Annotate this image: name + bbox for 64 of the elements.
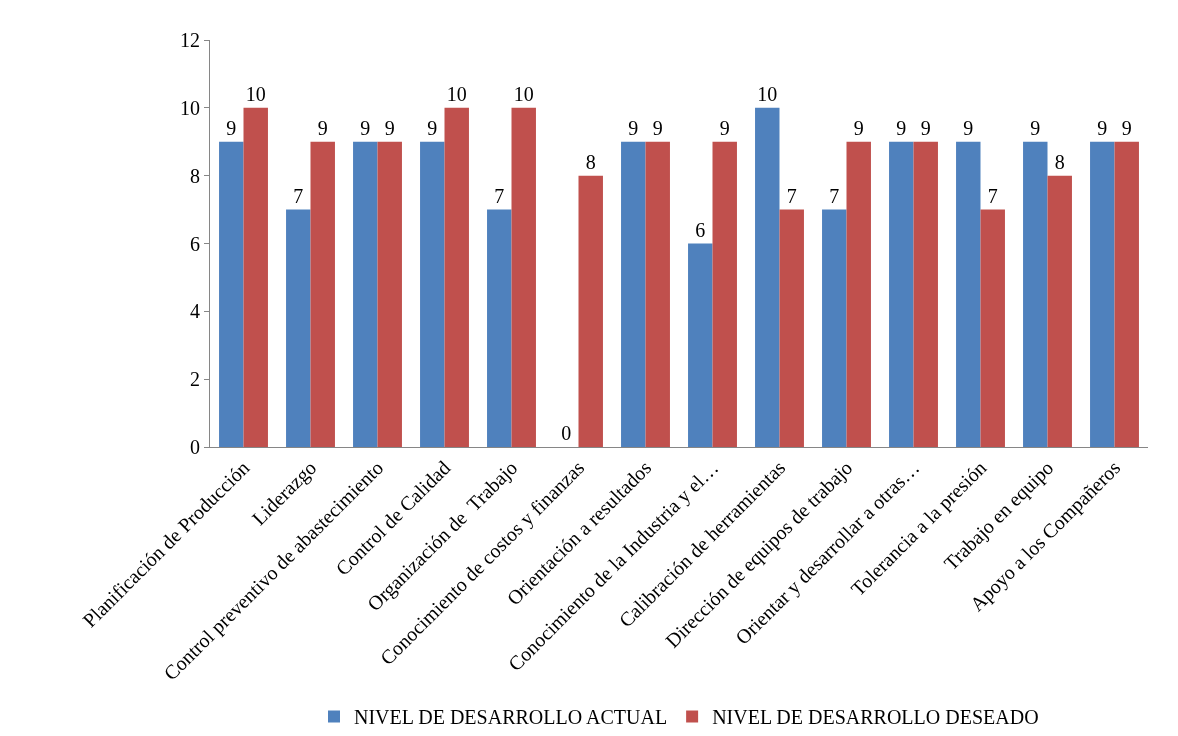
data-label: 7 xyxy=(987,184,998,207)
bar xyxy=(980,209,1005,447)
data-label: 7 xyxy=(829,184,840,207)
bar xyxy=(511,107,536,447)
data-label: 0 xyxy=(561,422,572,444)
data-label: 9 xyxy=(360,116,371,139)
y-tick-label: 4 xyxy=(190,300,200,323)
legend-label: NIVEL DE DESARROLLO ACTUAL xyxy=(354,706,668,729)
data-label: 10 xyxy=(513,82,534,105)
bar xyxy=(1047,175,1072,447)
y-tick-label: 8 xyxy=(190,164,200,187)
bar xyxy=(377,141,402,447)
bar xyxy=(712,141,737,447)
bar xyxy=(444,107,469,447)
data-label: 10 xyxy=(757,82,778,105)
bar xyxy=(1114,141,1139,447)
data-label: 10 xyxy=(446,82,467,105)
bar xyxy=(219,141,244,447)
data-label: 7 xyxy=(293,184,304,207)
data-label: 7 xyxy=(786,184,797,207)
data-label: 9 xyxy=(1121,116,1132,139)
bar xyxy=(779,209,804,447)
bar xyxy=(688,243,713,447)
data-label: 9 xyxy=(427,116,438,139)
data-label: 9 xyxy=(628,116,639,139)
bar xyxy=(846,141,871,447)
bar xyxy=(822,209,847,447)
bar xyxy=(487,209,512,447)
data-label: 9 xyxy=(317,116,328,139)
bar xyxy=(310,141,335,447)
bar xyxy=(578,175,603,447)
bar xyxy=(645,141,670,447)
data-label: 9 xyxy=(1030,116,1041,139)
bar xyxy=(286,209,311,447)
data-label: 9 xyxy=(719,116,730,139)
data-label: 7 xyxy=(494,184,505,207)
data-label: 9 xyxy=(226,116,237,139)
bar xyxy=(755,107,780,447)
data-label: 8 xyxy=(1054,150,1065,173)
y-tick-label: 2 xyxy=(190,368,200,391)
bar xyxy=(1090,141,1115,447)
y-tick-label: 6 xyxy=(190,232,200,255)
legend-label: NIVEL DE DESARROLLO DESEADO xyxy=(712,706,1039,729)
bar xyxy=(913,141,938,447)
data-label: 9 xyxy=(963,116,974,139)
bar xyxy=(1023,141,1048,447)
y-tick-label: 10 xyxy=(180,96,200,119)
data-label: 9 xyxy=(896,116,907,139)
data-label: 9 xyxy=(853,116,864,139)
data-label: 9 xyxy=(1097,116,1108,139)
bar xyxy=(889,141,914,447)
bar xyxy=(956,141,981,447)
y-tick-label: 12 xyxy=(180,29,200,51)
bar xyxy=(420,141,445,447)
bar xyxy=(353,141,378,447)
data-label: 6 xyxy=(695,218,706,241)
y-tick-label: 0 xyxy=(190,436,200,458)
data-label: 9 xyxy=(652,116,663,139)
data-label: 9 xyxy=(920,116,931,139)
data-label: 8 xyxy=(585,150,596,173)
data-label: 10 xyxy=(245,82,266,105)
bar xyxy=(243,107,268,447)
data-label: 9 xyxy=(384,116,395,139)
bar xyxy=(621,141,646,447)
